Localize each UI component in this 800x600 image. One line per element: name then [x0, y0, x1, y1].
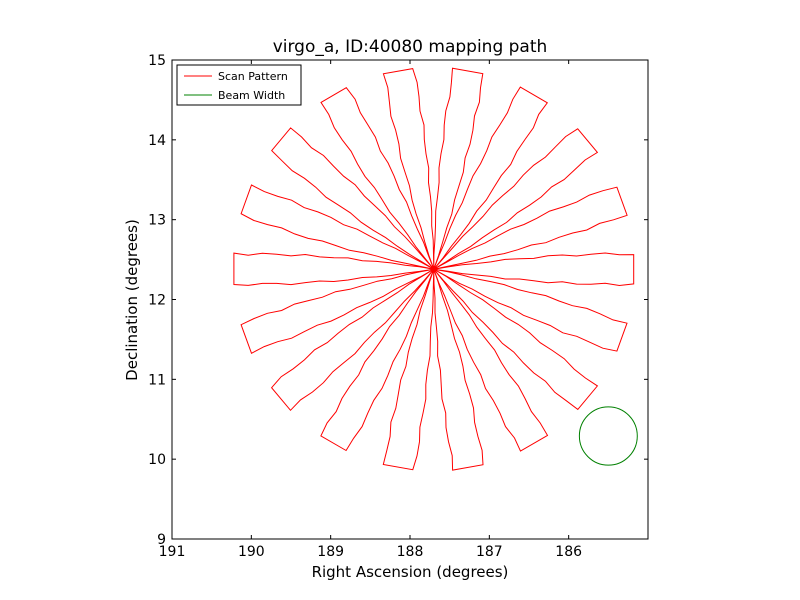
- x-tick-label: 186: [555, 544, 582, 560]
- legend: Scan Pattern Beam Width: [176, 64, 302, 106]
- scan-pattern-line: [233, 67, 635, 471]
- series-layer: [233, 67, 638, 471]
- x-tick-label: 189: [317, 544, 344, 560]
- x-tick-label: 188: [397, 544, 424, 560]
- beam-width-circle: [578, 406, 638, 466]
- x-axis-label: Right Ascension (degrees): [312, 563, 509, 581]
- x-tick-label: 190: [238, 544, 265, 560]
- legend-box: [176, 64, 302, 106]
- y-tick-label: 13: [148, 213, 166, 229]
- y-tick-label: 15: [148, 53, 166, 69]
- y-axis-label: Declination (degrees): [123, 219, 141, 381]
- y-tick-label: 9: [157, 532, 166, 548]
- y-tick-label: 14: [148, 133, 166, 149]
- legend-label-scan-pattern: Scan Pattern: [218, 70, 288, 83]
- y-tick-label: 12: [148, 293, 166, 309]
- y-tick-label: 11: [148, 372, 166, 388]
- chart-title: virgo_a, ID:40080 mapping path: [273, 37, 548, 57]
- ticks-layer: 191 190 189 188 187 186 9 10 11 12 13 14 15: [148, 53, 648, 560]
- legend-label-beam-width: Beam Width: [218, 89, 285, 102]
- y-tick-label: 10: [148, 452, 166, 468]
- x-tick-label: 191: [159, 544, 186, 560]
- x-tick-label: 187: [476, 544, 503, 560]
